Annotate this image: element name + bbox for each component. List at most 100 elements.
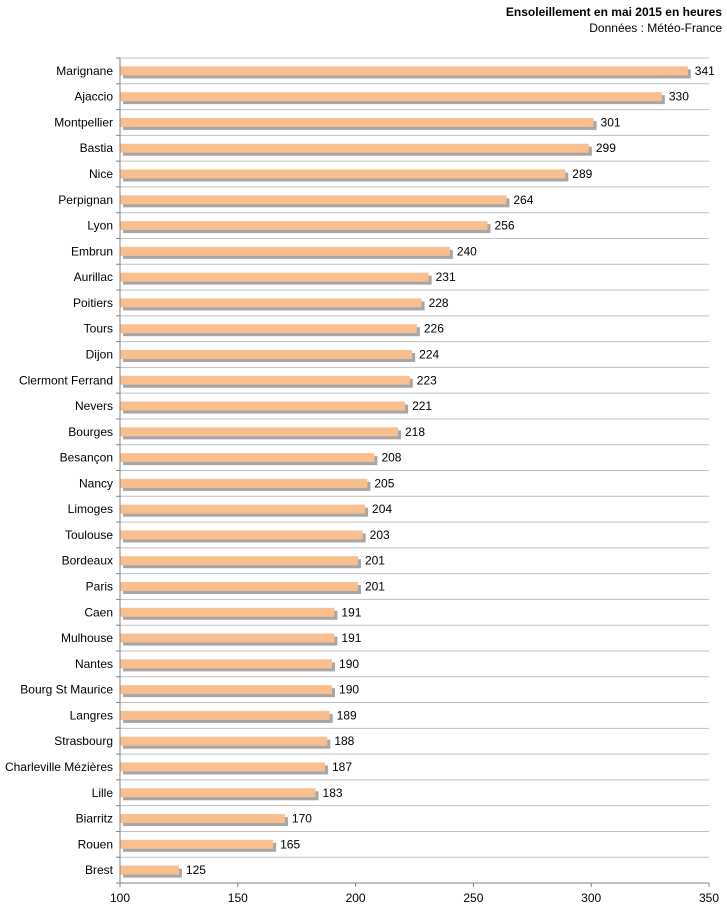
data-label: 223 — [417, 373, 437, 387]
bar — [120, 92, 662, 102]
bar — [120, 221, 488, 231]
category-label: Poitiers — [73, 296, 113, 310]
x-tick-label: 250 — [463, 891, 483, 905]
bar — [120, 66, 688, 76]
data-label: 204 — [372, 502, 392, 516]
x-tick-label: 350 — [699, 891, 719, 905]
category-label: Aurillac — [74, 270, 113, 284]
data-label: 170 — [292, 812, 312, 826]
bar — [120, 143, 589, 153]
bar — [120, 762, 325, 772]
data-label: 190 — [339, 657, 359, 671]
category-label: Besançon — [60, 451, 113, 465]
category-label: Strasbourg — [54, 734, 113, 748]
bar — [120, 195, 507, 205]
bar — [120, 453, 375, 463]
data-label: 183 — [323, 786, 343, 800]
x-tick-label: 150 — [228, 891, 248, 905]
bar — [120, 530, 363, 540]
category-label: Rouen — [78, 837, 113, 851]
category-label: Nantes — [75, 657, 113, 671]
data-label: 256 — [495, 219, 515, 233]
category-label: Toulouse — [65, 528, 113, 542]
data-label: 221 — [412, 399, 432, 413]
bar — [120, 865, 179, 875]
bar — [120, 117, 594, 127]
category-label: Clermont Ferrand — [19, 373, 113, 387]
x-tick-label: 300 — [581, 891, 601, 905]
data-label: 299 — [596, 141, 616, 155]
category-label: Charleville Mézières — [5, 760, 113, 774]
category-label: Mulhouse — [61, 631, 113, 645]
bar — [120, 710, 330, 720]
category-label: Limoges — [68, 502, 113, 516]
labels: Marignane 341 Ajaccio 330 Montpellier 301 Bast… — [5, 64, 715, 877]
data-label: 208 — [381, 451, 401, 465]
data-label: 224 — [419, 347, 439, 361]
data-label: 289 — [572, 167, 592, 181]
data-label: 301 — [601, 115, 621, 129]
bar — [120, 839, 274, 849]
data-label: 205 — [374, 476, 394, 490]
data-label: 341 — [695, 64, 715, 78]
data-label: 190 — [339, 683, 359, 697]
category-label: Lille — [92, 786, 114, 800]
data-label: 189 — [337, 708, 357, 722]
category-label: Nancy — [79, 476, 113, 490]
category-label: Nice — [89, 167, 113, 181]
bars — [120, 66, 691, 878]
category-label: Bourges — [68, 425, 113, 439]
data-label: 201 — [365, 554, 385, 568]
category-label: Ajaccio — [74, 90, 113, 104]
category-label: Tours — [84, 322, 113, 336]
category-label: Bordeaux — [62, 554, 113, 568]
data-label: 191 — [341, 605, 361, 619]
data-label: 187 — [332, 760, 352, 774]
axes: 100 150 200 250 300 350 — [110, 57, 719, 905]
bar — [120, 246, 450, 256]
category-label: Paris — [86, 580, 113, 594]
bar — [120, 375, 410, 385]
data-label: 201 — [365, 580, 385, 594]
data-label: 218 — [405, 425, 425, 439]
data-label: 188 — [334, 734, 354, 748]
bar — [120, 659, 333, 669]
data-label: 330 — [669, 90, 689, 104]
bar — [120, 736, 328, 746]
category-label: Embrun — [71, 244, 113, 258]
category-label: Bourg St Maurice — [20, 683, 113, 697]
bar — [120, 607, 335, 617]
category-label: Langres — [70, 708, 113, 722]
category-label: Dijon — [86, 347, 113, 361]
bar — [120, 556, 358, 566]
category-label: Nevers — [75, 399, 113, 413]
category-label: Bastia — [80, 141, 114, 155]
x-tick-label: 100 — [110, 891, 130, 905]
category-label: Brest — [85, 863, 114, 877]
category-label: Biarritz — [76, 812, 113, 826]
bar — [120, 633, 335, 643]
data-label: 240 — [457, 244, 477, 258]
chart-subtitle: Données : Météo-France — [589, 21, 722, 35]
data-label: 264 — [513, 193, 533, 207]
x-tick-label: 200 — [346, 891, 366, 905]
data-label: 191 — [341, 631, 361, 645]
data-label: 125 — [186, 863, 206, 877]
data-label: 226 — [424, 322, 444, 336]
bar — [120, 298, 422, 308]
category-label: Perpignan — [58, 193, 113, 207]
data-label: 228 — [429, 296, 449, 310]
bar — [120, 788, 316, 798]
bar — [120, 582, 358, 592]
bar — [120, 814, 285, 824]
bar — [120, 169, 566, 179]
bar — [120, 504, 366, 514]
bar — [120, 478, 368, 488]
data-label: 165 — [280, 837, 300, 851]
data-label: 203 — [370, 528, 390, 542]
bar — [120, 324, 417, 334]
chart-title: Ensoleillement en mai 2015 en heures — [505, 5, 722, 19]
gridlines — [120, 57, 709, 884]
category-label: Montpellier — [54, 115, 113, 129]
